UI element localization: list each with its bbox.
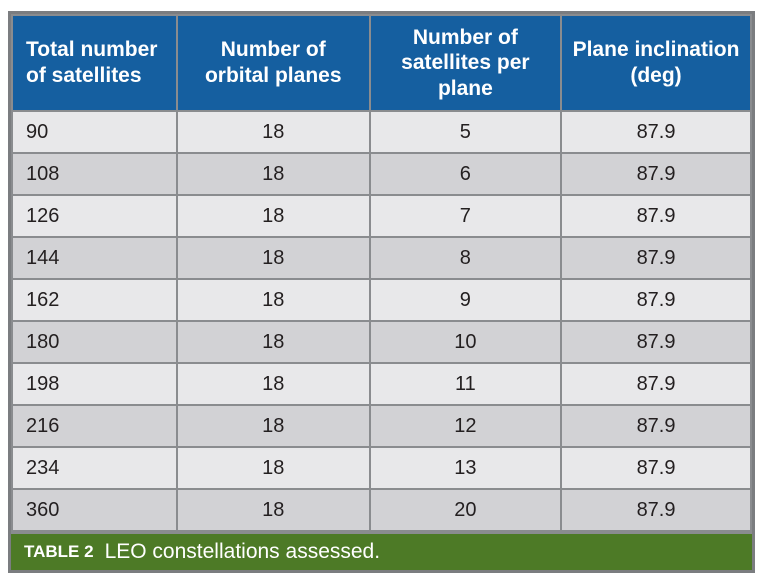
table-body: 90 18 5 87.9 108 18 6 87.9 126 18 7 87.9 144 18 8 87.9 1… [11,110,752,532]
table-row: 162 18 9 87.9 [11,278,752,322]
table-cell: 216 [11,404,178,448]
table-cell: 18 [175,446,371,490]
column-header-total-satellites: Total number of satellites [11,14,178,112]
table-caption-bar: TABLE 2 LEO constellations assessed. [11,532,752,570]
table-row: 90 18 5 87.9 [11,110,752,154]
table-cell: 126 [11,194,178,238]
table-cell: 5 [368,110,563,154]
leo-constellations-table: Total number of satellites Number of orb… [8,11,755,573]
table-caption-label: TABLE 2 [24,542,94,561]
table-cell: 18 [175,488,371,532]
table-cell: 87.9 [560,278,752,322]
table-row: 108 18 6 87.9 [11,152,752,196]
table-cell: 87.9 [560,362,752,406]
table-row: 216 18 12 87.9 [11,404,752,448]
column-header-satellites-per-plane: Number of satellites per plane [368,14,563,112]
table-caption-text: LEO constellations assessed. [104,540,381,563]
table-cell: 18 [175,110,371,154]
table-row: 126 18 7 87.9 [11,194,752,238]
table-cell: 18 [175,404,371,448]
table-cell: 90 [11,110,178,154]
table-cell: 162 [11,278,178,322]
table-row: 180 18 10 87.9 [11,320,752,364]
table-row: 144 18 8 87.9 [11,236,752,280]
table-cell: 12 [368,404,563,448]
table-row: 198 18 11 87.9 [11,362,752,406]
table-cell: 87.9 [560,236,752,280]
table-row: 360 18 20 87.9 [11,488,752,532]
table-cell: 6 [368,152,563,196]
table-cell: 360 [11,488,178,532]
table-cell: 108 [11,152,178,196]
table-cell: 87.9 [560,404,752,448]
table-cell: 18 [175,152,371,196]
table-cell: 180 [11,320,178,364]
column-header-orbital-planes: Number of orbital planes [175,14,371,112]
table-header-row: Total number of satellites Number of orb… [11,14,752,112]
table-cell: 18 [175,362,371,406]
table-cell: 8 [368,236,563,280]
table-cell: 10 [368,320,563,364]
table-cell: 13 [368,446,563,490]
table-cell: 20 [368,488,563,532]
table-cell: 87.9 [560,446,752,490]
table-cell: 87.9 [560,152,752,196]
table-cell: 87.9 [560,110,752,154]
table-cell: 18 [175,278,371,322]
table-cell: 87.9 [560,488,752,532]
table-cell: 7 [368,194,563,238]
table-cell: 234 [11,446,178,490]
column-header-plane-inclination: Plane inclination (deg) [560,14,752,112]
table-cell: 18 [175,320,371,364]
table-cell: 198 [11,362,178,406]
table-cell: 11 [368,362,563,406]
table-cell: 18 [175,194,371,238]
table-row: 234 18 13 87.9 [11,446,752,490]
table-cell: 9 [368,278,563,322]
table-cell: 144 [11,236,178,280]
table-cell: 87.9 [560,194,752,238]
table-cell: 87.9 [560,320,752,364]
data-table: Total number of satellites Number of orb… [11,14,752,532]
table-cell: 18 [175,236,371,280]
